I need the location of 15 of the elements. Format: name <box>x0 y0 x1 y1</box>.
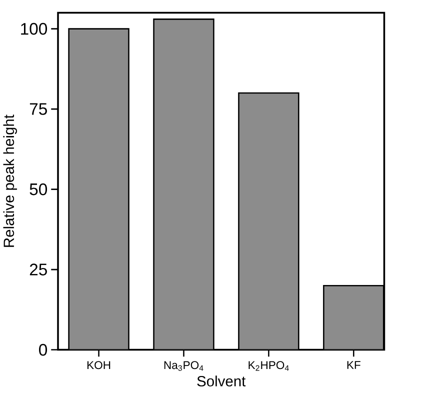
y-tick-label: 50 <box>30 184 48 196</box>
bar <box>323 285 384 350</box>
x-tick-label: KF <box>347 361 360 370</box>
x-tick-label: KOH <box>87 361 110 370</box>
y-axis-title: Relative peak height <box>3 114 17 248</box>
bar <box>238 93 299 350</box>
bar <box>154 19 214 350</box>
x-tick-label: Na$_{3}$PO$_{4}$ <box>164 361 204 372</box>
y-tick-label: 100 <box>21 23 48 35</box>
y-tick-label: 0 <box>39 344 48 356</box>
x-axis-title: Solvent <box>197 376 246 387</box>
y-tick-label: 25 <box>30 264 47 276</box>
y-tick-label: 75 <box>30 103 47 116</box>
bar <box>68 29 129 350</box>
x-tick-label: K$_{2}$HPO$_{4}$ <box>248 361 289 371</box>
